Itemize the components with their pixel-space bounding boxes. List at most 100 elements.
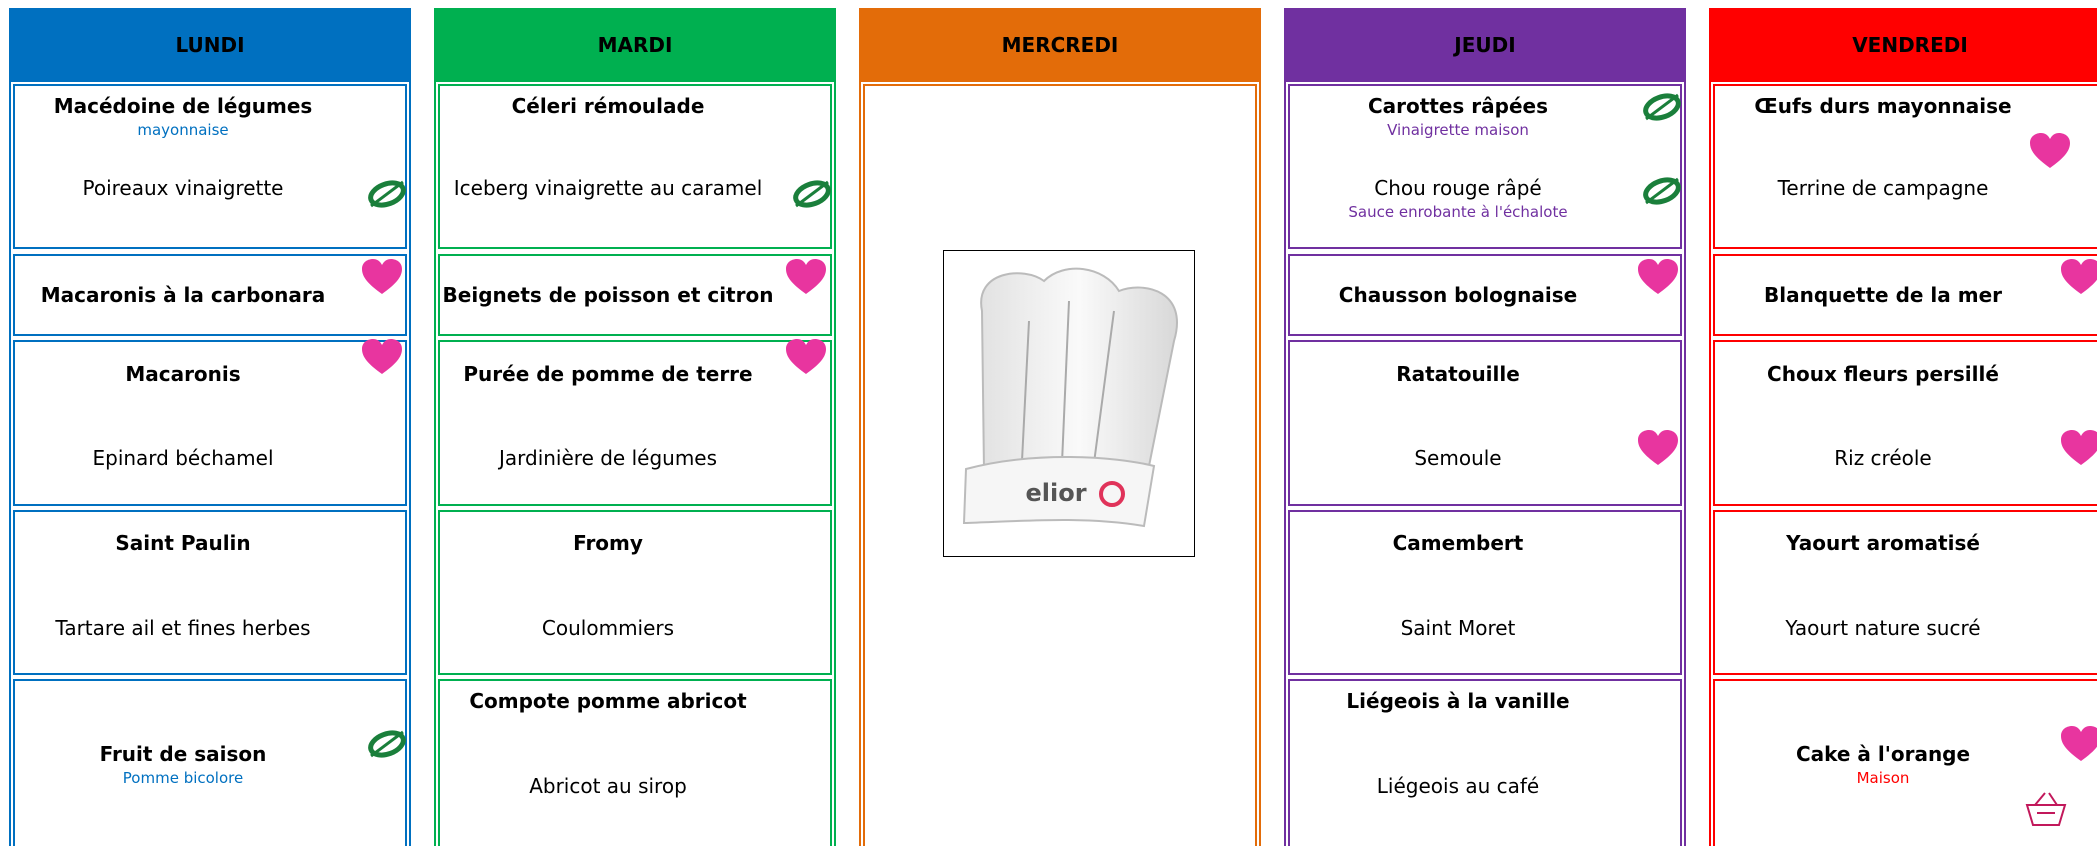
- menu-cell: Œufs durs mayonnaise Terrine de campagne: [1713, 84, 2097, 249]
- day-header: LUNDI: [9, 8, 411, 82]
- leaf-icon: [1643, 93, 1682, 121]
- menu-cell: Macaronis à la carbonara: [13, 254, 407, 336]
- heart-icon: [2060, 430, 2097, 466]
- menu-cell: Fruit de saison Pomme bicolore: [13, 679, 407, 846]
- dish-name: Riz créole: [1834, 446, 1932, 471]
- heart-icon: [1638, 430, 1679, 466]
- menu-item: Jardinière de légumes: [440, 444, 776, 472]
- heart-icon: [786, 339, 827, 375]
- leaf-icon: [1643, 177, 1682, 205]
- leaf-icon: [367, 730, 406, 758]
- logo-box: elior: [943, 250, 1195, 557]
- menu-item: Liégeois au café: [1290, 772, 1626, 800]
- dish-name: Compote pomme abricot: [469, 689, 747, 714]
- menu-item: Semoule: [1290, 444, 1626, 472]
- day-column: Macédoine de légumes mayonnaise Poireaux v…: [9, 82, 411, 846]
- menu-cell: Beignets de poisson et citron: [438, 254, 832, 336]
- dish-name: Yaourt aromatisé: [1786, 531, 1980, 556]
- menu-cell: Saint Paulin Tartare ail et fines herbes: [13, 510, 407, 675]
- dish-name: Fromy: [573, 531, 643, 556]
- menu-item: Liégeois à la vanille: [1290, 687, 1626, 715]
- dish-note: mayonnaise: [137, 120, 229, 139]
- menu-item: Chausson bolognaise: [1290, 281, 1626, 309]
- menu-cell: Fromy Coulommiers: [438, 510, 832, 675]
- heart-icon: [2060, 725, 2097, 761]
- menu-cell: Blanquette de la mer: [1713, 254, 2097, 336]
- menu-item: Terrine de campagne: [1715, 174, 2051, 202]
- dish-name: Macaronis: [125, 361, 241, 386]
- dish-note: Sauce enrobante à l'échalote: [1348, 203, 1568, 222]
- dish-name: Semoule: [1414, 446, 1502, 471]
- menu-item: Macaronis: [15, 360, 351, 388]
- dish-name: Choux fleurs persillé: [1767, 361, 1999, 386]
- menu-cell: elior: [863, 84, 1257, 846]
- dish-note: Vinaigrette maison: [1387, 120, 1529, 139]
- logo-text: elior: [1025, 479, 1086, 507]
- dish-note: Maison: [1856, 769, 1910, 787]
- menu-cell: Compote pomme abricot Abricot au sirop: [438, 679, 832, 846]
- dish-name: Carottes râpées: [1367, 93, 1549, 118]
- heart-icon: [362, 339, 403, 375]
- menu-cell: Camembert Saint Moret: [1288, 510, 1682, 675]
- dish-name: Chausson bolognaise: [1338, 283, 1578, 307]
- menu-cell: Cake à l'orange Maison: [1713, 679, 2097, 846]
- dish-name: Beignets de poisson et citron: [442, 283, 774, 307]
- dish-name: Saint Paulin: [115, 531, 251, 556]
- menu-item: Œufs durs mayonnaise: [1715, 92, 2051, 120]
- dish-note: Pomme bicolore: [122, 769, 244, 787]
- menu-item: Fruit de saison Pomme bicolore: [15, 740, 351, 788]
- dish-name: Macédoine de légumes: [53, 93, 313, 118]
- basket-icon: [2025, 792, 2067, 827]
- menu-cell: Céleri rémoulade Iceberg vinaigrette au c…: [438, 84, 832, 249]
- menu-cell: Choux fleurs persillé Riz créole: [1713, 340, 2097, 506]
- menu-item: Cake à l'orange Maison: [1715, 740, 2051, 788]
- dish-name: Blanquette de la mer: [1763, 283, 2003, 307]
- menu-item: Coulommiers: [440, 614, 776, 642]
- menu-item: Tartare ail et fines herbes: [15, 614, 351, 642]
- menu-item: Blanquette de la mer: [1715, 281, 2051, 309]
- menu-cell: Purée de pomme de terre Jardinière de lég…: [438, 340, 832, 506]
- leaf-icon: [367, 180, 406, 208]
- menu-cell: Yaourt aromatisé Yaourt nature sucré: [1713, 510, 2097, 675]
- day-header: VENDREDI: [1709, 8, 2097, 82]
- dish-name: Purée de pomme de terre: [463, 361, 753, 386]
- menu-item: Compote pomme abricot: [440, 687, 776, 715]
- dish-name: Iceberg vinaigrette au caramel: [453, 176, 763, 201]
- chef-hat: elior: [962, 267, 1178, 528]
- dish-name: Yaourt nature sucré: [1785, 615, 1981, 640]
- menu-cell: Chausson bolognaise: [1288, 254, 1682, 336]
- day-column: Œufs durs mayonnaise Terrine de campagne B…: [1709, 82, 2097, 846]
- dish-name: Camembert: [1392, 531, 1524, 556]
- heart-icon: [362, 258, 403, 294]
- menu-item: Choux fleurs persillé: [1715, 360, 2051, 388]
- menu-item: Fromy: [440, 529, 776, 557]
- menu-item: Saint Moret: [1290, 614, 1626, 642]
- menu-cell: Ratatouille Semoule: [1288, 340, 1682, 506]
- dish-name: Cake à l'orange: [1795, 742, 1971, 766]
- menu-item: Camembert: [1290, 529, 1626, 557]
- menu-item: Beignets de poisson et citron: [440, 281, 776, 309]
- menu-item: Chou rouge râpé Sauce enrobante à l'échal…: [1290, 174, 1626, 222]
- menu-item: Abricot au sirop: [440, 772, 776, 800]
- dish-name: Saint Moret: [1400, 615, 1516, 640]
- heart-icon: [1638, 258, 1679, 294]
- menu-item: Macaronis à la carbonara: [15, 281, 351, 309]
- heart-icon: [2060, 258, 2097, 294]
- day-column: Céleri rémoulade Iceberg vinaigrette au c…: [434, 82, 836, 846]
- menu-item: Carottes râpées Vinaigrette maison: [1290, 92, 1626, 140]
- dish-name: Poireaux vinaigrette: [82, 176, 284, 201]
- menu-item: Purée de pomme de terre: [440, 360, 776, 388]
- dish-name: Ratatouille: [1396, 361, 1520, 386]
- menu-item: Poireaux vinaigrette: [15, 174, 351, 202]
- menu-cell: Liégeois à la vanille Liégeois au café: [1288, 679, 1682, 846]
- day-header: MARDI: [434, 8, 836, 82]
- dish-name: Tartare ail et fines herbes: [55, 615, 311, 640]
- menu-item: Saint Paulin: [15, 529, 351, 557]
- menu-cell: Macaronis Epinard béchamel: [13, 340, 407, 506]
- dish-name: Coulommiers: [541, 615, 675, 640]
- menu-cell: Macédoine de légumes mayonnaise Poireaux v…: [13, 84, 407, 249]
- menu-item: Ratatouille: [1290, 360, 1626, 388]
- day-column: elior: [859, 82, 1261, 846]
- dish-name: Epinard béchamel: [92, 446, 274, 471]
